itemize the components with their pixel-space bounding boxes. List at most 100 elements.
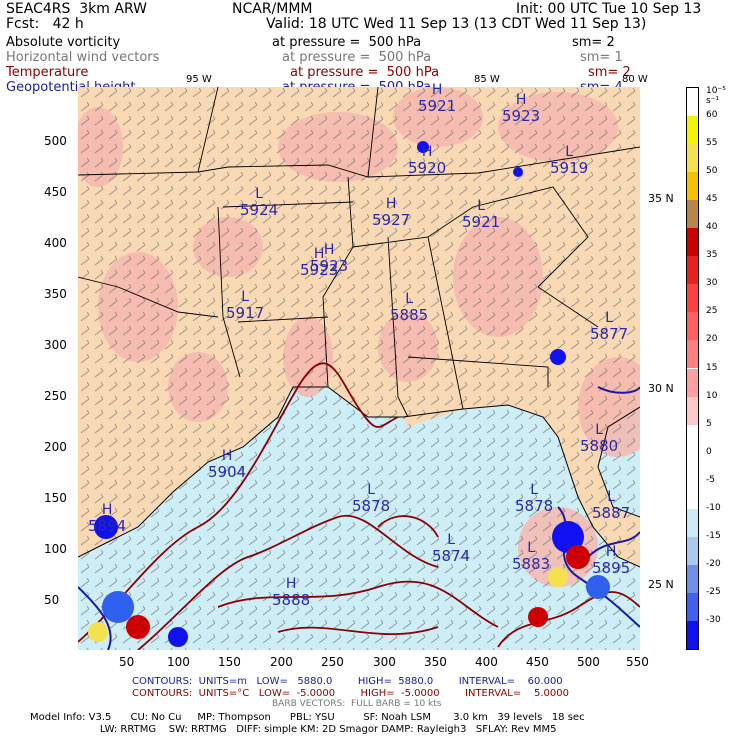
pressure-center-type: L (530, 482, 538, 498)
y-tick: 150 (44, 491, 67, 505)
field-pressure-wind: at pressure = 500 hPa (282, 50, 432, 65)
field-sm-temperature: sm= 2 (588, 65, 631, 80)
pressure-center-label: L 5878 (515, 482, 553, 514)
y-tick: 350 (44, 287, 67, 301)
pressure-center-value: 5924 (240, 201, 279, 219)
y-tick: 300 (44, 338, 67, 352)
map-plot (78, 87, 640, 650)
footer-barb-vectors: BARB VECTORS: FULL BARB = 10 kts (272, 699, 442, 709)
colorbar-band (687, 620, 698, 649)
colorbar-label: 25 (706, 306, 718, 317)
colorbar-label: -20 (706, 558, 721, 569)
colorbar-label: -30 (706, 614, 721, 625)
colorbar-band (687, 368, 698, 397)
pressure-center-label: L 5877 (590, 310, 628, 342)
lat-label-30n: 30 N (648, 382, 674, 395)
colorbar-band (687, 312, 698, 341)
temperature-contours (78, 362, 640, 650)
y-tick: 100 (44, 542, 67, 556)
colorbar-band (687, 284, 698, 313)
pressure-center-value: 5874 (432, 547, 471, 565)
pressure-center-value: 5921 (418, 97, 457, 115)
field-pressure-vorticity: at pressure = 500 hPa (272, 35, 422, 50)
x-tick: 100 (167, 655, 190, 669)
pressure-center-type: L (607, 489, 615, 505)
colorbar-band (687, 424, 698, 453)
colorbar-band (687, 228, 698, 257)
pressure-center-label: L 5874 (432, 532, 470, 564)
pressure-center-value: 5883 (512, 555, 551, 573)
pressure-center-label: H 5895 (592, 544, 630, 576)
colorbar-label: -10 (706, 502, 721, 513)
colorbar-band (687, 508, 698, 537)
pressure-center-type: L (595, 422, 603, 438)
y-tick: 50 (44, 593, 60, 607)
colorbar-band (687, 340, 698, 369)
pressure-center-type: L (241, 289, 249, 305)
pressure-center-label: H 5904 (208, 448, 246, 480)
field-pressure-temperature: at pressure = 500 hPa (290, 65, 440, 80)
valid-time: Valid: 18 UTC Wed 11 Sep 13 (13 CDT Wed … (266, 16, 647, 32)
pressure-center-value: 5878 (352, 497, 391, 515)
pressure-center-value: 5878 (515, 497, 554, 515)
pressure-center-type: H (323, 242, 335, 258)
pressure-center-label: L 5880 (580, 422, 618, 454)
pressure-center-type: L (605, 310, 613, 326)
colorbar-label: 55 (706, 138, 718, 149)
center-name: NCAR/MMM (232, 1, 313, 17)
field-name-wind: Horizontal wind vectors (6, 50, 160, 65)
x-tick: 150 (218, 655, 241, 669)
colorbar-label: 40 (706, 222, 718, 233)
pressure-center-value: 5904 (208, 463, 247, 481)
colorbar-label: 60 (706, 110, 718, 121)
pressure-center-value: 5920 (408, 159, 447, 177)
colorbar-band (687, 452, 698, 481)
field-sm-wind: sm= 1 (580, 50, 623, 65)
pressure-center-label: H 5923 (310, 242, 348, 274)
colorbar-band (687, 536, 698, 565)
x-tick: 50 (119, 655, 135, 669)
colorbar-band (687, 592, 698, 621)
wind-barbs (78, 87, 640, 650)
pressure-center-label: L 5919 (550, 144, 588, 176)
footer-contours-temperature: CONTOURS: UNITS=°C LOW= -5.0000 HIGH= -5… (132, 688, 569, 699)
footer-contours-height: CONTOURS: UNITS=m LOW= 5880.0 HIGH= 5880… (132, 676, 563, 687)
pressure-center-label: L 5917 (226, 289, 264, 321)
lat-label-25n: 25 N (648, 578, 674, 591)
forecast-hour: Fcst: 42 h (6, 16, 84, 32)
pressure-center-label: L 5887 (592, 489, 630, 521)
x-tick: 500 (577, 655, 600, 669)
convective-cells (88, 141, 610, 647)
colorbar-band (687, 88, 698, 117)
colorbar-label: 10 (706, 390, 718, 401)
y-tick: 250 (44, 389, 67, 403)
lon-label-85w: 85 W (474, 74, 500, 85)
x-tick: 550 (626, 655, 649, 669)
pressure-center-label: H 5894 (88, 502, 126, 534)
pressure-center-type: H (515, 92, 527, 108)
colorbar-label: -25 (706, 586, 721, 597)
pressure-center-type: H (385, 196, 397, 212)
y-tick: 500 (44, 134, 67, 148)
pressure-center-value: 5885 (390, 306, 429, 324)
colorbar-label: 45 (706, 194, 718, 205)
pressure-center-value: 5921 (462, 213, 501, 231)
colorbar (686, 87, 699, 650)
colorbar-band (687, 200, 698, 229)
coastlines (78, 386, 640, 568)
x-tick: 300 (373, 655, 396, 669)
pressure-center-value: 5923 (310, 257, 349, 275)
pressure-center-type: H (431, 82, 443, 98)
model-title: SEAC4RS 3km ARW (6, 1, 147, 17)
pressure-center-type: L (565, 144, 573, 160)
colorbar-label: 15 (706, 362, 718, 373)
field-name-temperature: Temperature (6, 65, 89, 80)
colorbar-label: 50 (706, 166, 718, 177)
footer-model-physics: LW: RRTMG SW: RRTMG DIFF: simple KM: 2D … (30, 724, 557, 735)
pressure-center-value: 5888 (272, 591, 311, 609)
colorbar-band (687, 144, 698, 173)
pressure-center-value: 5887 (592, 504, 631, 522)
init-time: Init: 00 UTC Tue 10 Sep 13 (516, 1, 702, 17)
pressure-center-value: 5917 (226, 304, 265, 322)
pressure-center-label: L 5885 (390, 291, 428, 323)
